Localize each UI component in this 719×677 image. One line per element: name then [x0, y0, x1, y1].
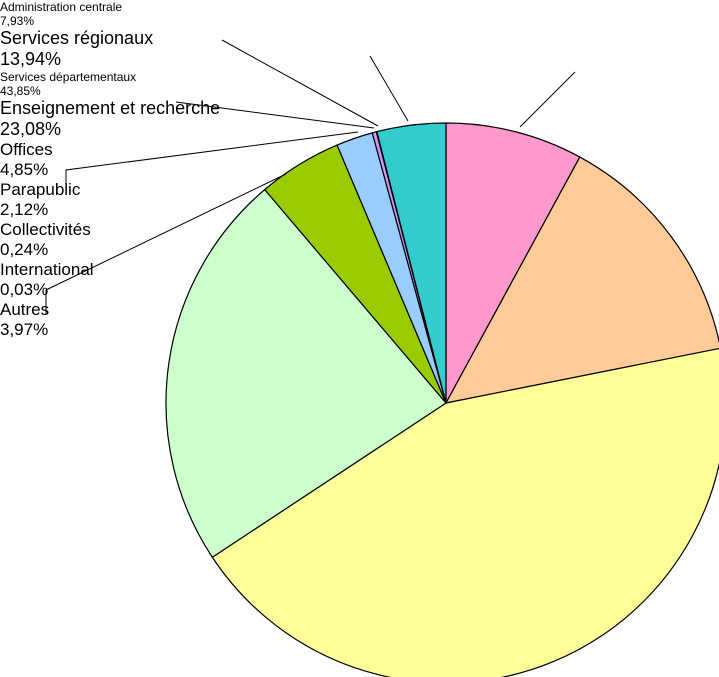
- slice-name: Administration centrale: [0, 0, 123, 14]
- slice-label: Parapublic 2,12%: [0, 180, 719, 220]
- slice-value: 0,03%: [0, 280, 49, 299]
- leader-line: [65, 131, 359, 192]
- slice-name: Parapublic: [0, 180, 81, 199]
- slice-value: 13,94%: [0, 49, 62, 69]
- pie-slice: [165, 188, 447, 559]
- slice-name: Offices: [0, 140, 53, 159]
- pie-slice: [211, 347, 719, 677]
- leader-line: [369, 55, 409, 122]
- slice-label: Services départementaux 43,85%: [0, 70, 719, 98]
- slice-name: Autres: [0, 300, 50, 319]
- leader-line: [45, 173, 287, 314]
- slice-value: 7,93%: [0, 14, 35, 28]
- slice-value: 0,24%: [0, 240, 49, 259]
- slice-label: Offices 4,85%: [0, 140, 719, 180]
- pie-slice: [376, 122, 447, 404]
- slice-value: 4,85%: [0, 160, 49, 179]
- pie-slice: [444, 156, 719, 404]
- slice-label: Collectivités 0,24%: [0, 220, 719, 260]
- slice-name: Services départementaux: [0, 70, 137, 84]
- slice-value: 23,08%: [0, 119, 62, 139]
- slice-label: Administration centrale 7,93%: [0, 0, 719, 28]
- slice-name: International: [0, 260, 94, 279]
- slice-name: Enseignement et recherche: [0, 98, 221, 118]
- leader-line: [519, 71, 576, 128]
- leader-line: [175, 101, 375, 129]
- leader-line: [221, 39, 379, 127]
- slice-label: International 0,03%: [0, 260, 719, 300]
- slice-label: Enseignement et recherche 23,08%: [0, 98, 719, 140]
- slice-value: 43,85%: [0, 84, 41, 98]
- slice-name: Collectivités: [0, 220, 91, 239]
- slice-name: Services régionaux: [0, 28, 154, 48]
- slice-value: 2,12%: [0, 200, 49, 219]
- slice-label: Autres 3,97%: [0, 300, 719, 340]
- pie-slice: [445, 122, 581, 404]
- slice-label: Services régionaux 13,94%: [0, 28, 719, 70]
- slice-value: 3,97%: [0, 320, 49, 339]
